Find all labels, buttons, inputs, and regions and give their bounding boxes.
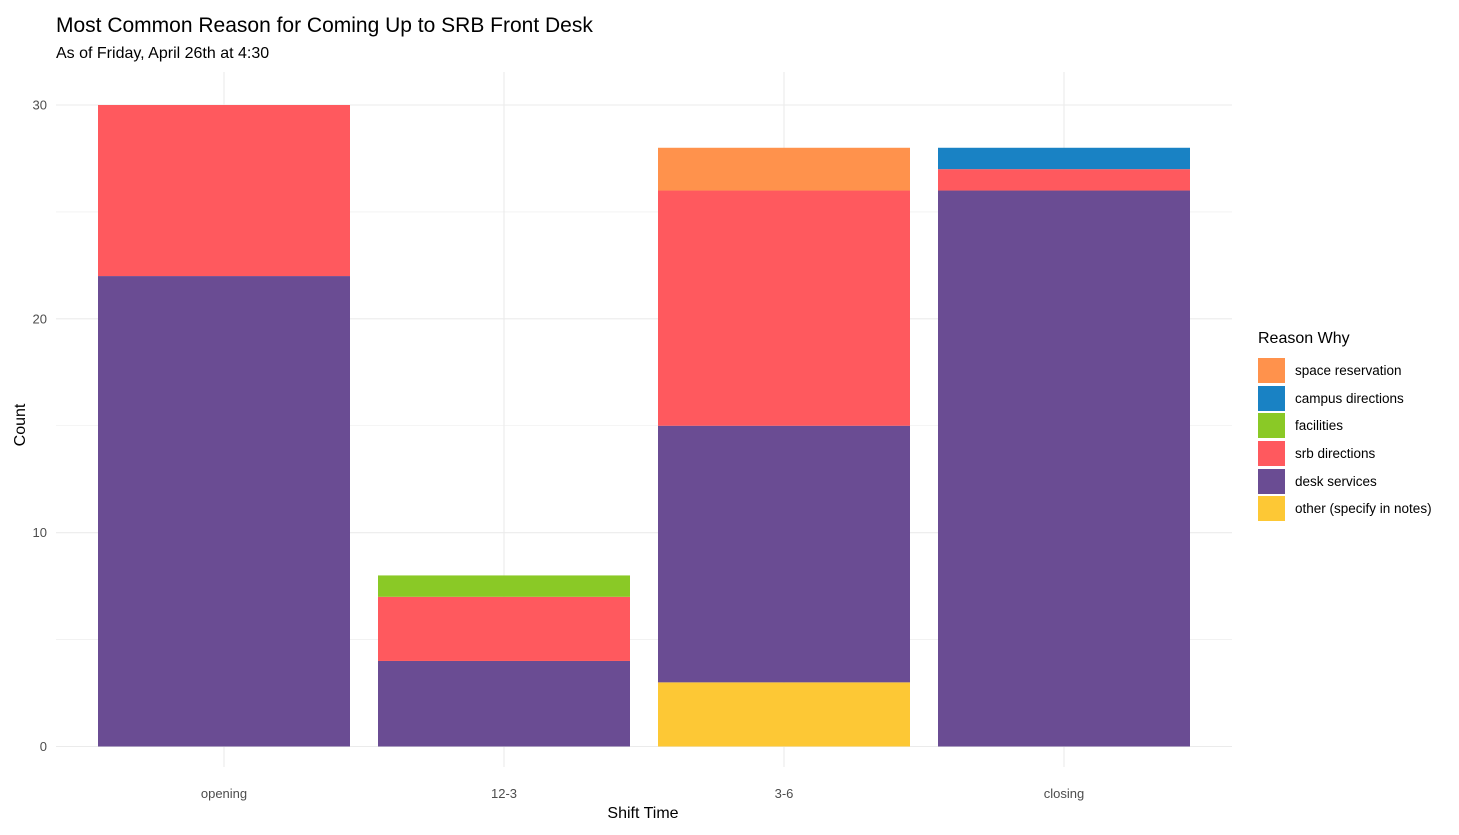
bar-segment xyxy=(938,169,1190,191)
bar-segment xyxy=(658,147,910,191)
bar-segment xyxy=(658,682,910,747)
legend-swatch xyxy=(1258,468,1285,494)
chart-subtitle: As of Friday, April 26th at 4:30 xyxy=(56,45,270,62)
legend-swatch xyxy=(1258,385,1285,411)
x-tick-label: closing xyxy=(1044,786,1084,801)
legend-title: Reason Why xyxy=(1258,330,1350,347)
x-axis-title: Shift Time xyxy=(607,805,678,822)
y-tick-label: 10 xyxy=(33,525,47,540)
bar-segment xyxy=(658,425,910,683)
bars xyxy=(98,105,1190,747)
x-tick-label: opening xyxy=(201,786,247,801)
bar-segment xyxy=(658,190,910,426)
legend-label: facilities xyxy=(1295,418,1344,434)
legend-item: srb directions xyxy=(1258,440,1432,468)
y-tick-label: 20 xyxy=(33,311,47,326)
legend-item: desk services xyxy=(1258,467,1432,495)
legend-swatch xyxy=(1258,441,1285,467)
legend-item: space reservation xyxy=(1258,357,1432,385)
legend-item: campus directions xyxy=(1258,385,1432,413)
legend-item: facilities xyxy=(1258,412,1432,440)
legend-label: srb directions xyxy=(1295,446,1376,462)
legend-swatch xyxy=(1258,358,1285,384)
bar-segment xyxy=(378,575,630,597)
bar-segment xyxy=(938,190,1190,747)
bar-segment xyxy=(938,147,1190,170)
legend-label: space reservation xyxy=(1295,363,1402,379)
legend-label: campus directions xyxy=(1295,390,1404,406)
legend-label: other (specify in notes) xyxy=(1295,501,1432,517)
legend-label: desk services xyxy=(1295,473,1377,489)
y-tick-label: 30 xyxy=(33,98,47,113)
legend-items: space reservation campus directions facili… xyxy=(1258,357,1432,523)
bar-segment xyxy=(378,660,630,747)
y-axis-title: Count xyxy=(12,403,29,446)
x-tick-label: 12-3 xyxy=(491,786,517,801)
axes: 0 10 20 30 opening 12-3 3-6 closing xyxy=(33,98,1085,802)
bar-segment xyxy=(378,596,630,661)
legend-swatch xyxy=(1258,413,1285,439)
legend-swatch xyxy=(1258,496,1285,522)
bar-segment xyxy=(98,276,350,747)
legend-item: other (specify in notes) xyxy=(1258,495,1432,523)
y-tick-label: 0 xyxy=(40,739,47,754)
bar-segment xyxy=(98,105,350,277)
chart-title: Most Common Reason for Coming Up to SRB … xyxy=(56,14,593,37)
legend: Reason Why space reservation campus direc… xyxy=(1258,330,1432,523)
x-tick-label: 3-6 xyxy=(775,786,794,801)
